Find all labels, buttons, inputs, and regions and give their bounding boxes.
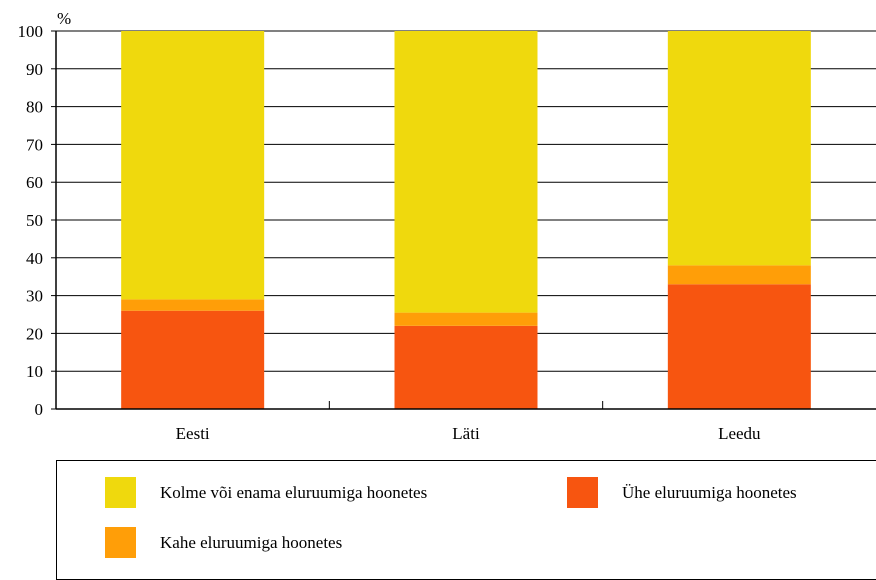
bars: [121, 31, 811, 409]
legend-label: Kolme või enama eluruumiga hoonetes: [160, 482, 428, 502]
y-tick-label: 70: [26, 135, 43, 154]
stacked-bar-chart: 0 10 20 30 40 50 60 70 80 90 100 Eesti Läti Leedu %: [18, 9, 876, 443]
legend-item-kolme: Kolme või enama eluruumiga hoonetes: [105, 477, 427, 508]
y-tick-label: 100: [18, 22, 44, 41]
y-tick-label: 40: [26, 249, 43, 268]
bar-segment: [667, 284, 811, 409]
y-tick-label: 80: [26, 98, 43, 117]
y-unit-label: %: [57, 9, 71, 28]
y-tick-label: 20: [26, 324, 43, 343]
x-tick-label: Läti: [452, 424, 480, 443]
legend-swatch: [567, 477, 598, 508]
axes: [51, 30, 876, 410]
bar-segment: [394, 31, 538, 313]
y-tick-label: 60: [26, 173, 43, 192]
bar-segment: [394, 312, 538, 326]
bar-segment: [121, 299, 265, 311]
legend: Kolme või enama eluruumiga hoonetes Ühe …: [56, 460, 876, 580]
legend-label: Kahe eluruumiga hoonetes: [160, 532, 343, 552]
legend-label: Ühe eluruumiga hoonetes: [622, 482, 797, 502]
bar-segment: [121, 310, 265, 409]
bar-segment: [667, 31, 811, 266]
x-tick-label: Leedu: [718, 424, 761, 443]
legend-item-uhe: Ühe eluruumiga hoonetes: [567, 477, 797, 508]
bar-segment: [667, 265, 811, 285]
y-tick-label: 50: [26, 211, 43, 230]
x-tick-labels: Eesti Läti Leedu: [176, 424, 761, 443]
y-tick-label: 10: [26, 362, 43, 381]
bar-segment: [394, 325, 538, 409]
y-tick-label: 90: [26, 60, 43, 79]
y-tick-label: 0: [35, 400, 44, 419]
legend-swatch: [105, 527, 136, 558]
y-tick-labels: 0 10 20 30 40 50 60 70 80 90 100: [18, 22, 44, 419]
x-tick-label: Eesti: [176, 424, 210, 443]
legend-item-kahe: Kahe eluruumiga hoonetes: [105, 527, 342, 558]
bar-segment: [121, 31, 265, 300]
legend-swatch: [105, 477, 136, 508]
y-tick-label: 30: [26, 287, 43, 306]
